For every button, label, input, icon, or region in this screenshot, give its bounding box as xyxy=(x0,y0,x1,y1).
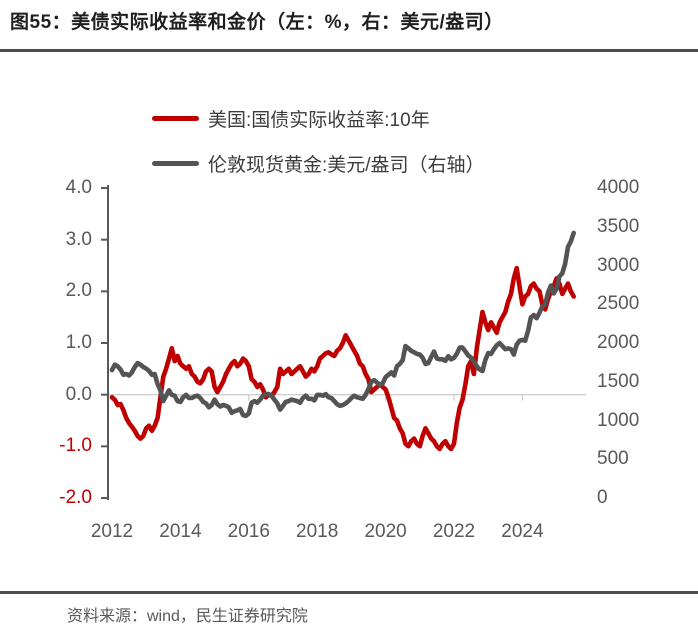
left-axis-tick-label: 4.0 xyxy=(65,177,92,198)
x-axis-tick-label: 2016 xyxy=(227,521,270,542)
footer-divider xyxy=(0,591,698,594)
right-axis-tick-label: 500 xyxy=(597,448,629,470)
right-axis-tick-label: 1500 xyxy=(597,370,640,392)
x-axis-tick-label: 2014 xyxy=(159,521,202,542)
left-axis-tick-label: -2.0 xyxy=(59,487,92,508)
right-axis-tick-label: 4000 xyxy=(597,177,640,198)
left-axis-tick-label: -1.0 xyxy=(59,435,92,457)
right-axis-tick-label: 3000 xyxy=(597,254,640,276)
x-axis-tick-label: 2018 xyxy=(296,521,339,542)
legend-item-gold: 伦敦现货黄金:美元/盎司（右轴） xyxy=(152,151,485,176)
x-axis-tick-label: 2024 xyxy=(501,521,544,542)
legend-label-real-yield: 美国:国债实际收益率:10年 xyxy=(208,109,430,131)
legend-swatch-real-yield xyxy=(152,115,199,121)
real-yield-line xyxy=(109,265,577,452)
right-axis-tick-label: 2500 xyxy=(597,293,640,315)
title-divider xyxy=(0,49,698,52)
left-axis-tick-label: 0.0 xyxy=(65,383,92,405)
legend-label-gold: 伦敦现货黄金:美元/盎司（右轴） xyxy=(208,154,485,176)
left-axis-tick-label: 2.0 xyxy=(65,280,92,302)
right-axis-tick-label: 3500 xyxy=(597,215,640,237)
chart-title: 图55：美债实际收益率和金价（左：%，右：美元/盎司） xyxy=(10,12,504,33)
x-axis-tick-label: 2012 xyxy=(90,521,134,542)
gold-price-line xyxy=(109,230,577,419)
right-axis-tick-label: 2000 xyxy=(597,332,640,353)
right-axis-tick-label: 0 xyxy=(597,487,608,508)
x-axis-tick-label: 2020 xyxy=(364,521,407,542)
left-axis-tick-label: 1.0 xyxy=(65,332,92,353)
right-axis-tick-label: 1000 xyxy=(597,409,640,431)
x-axis-tick-label: 2022 xyxy=(432,521,476,542)
legend-swatch-gold xyxy=(152,160,199,166)
source-note: 资料来源：wind，民生证券研究院 xyxy=(67,608,308,625)
left-axis-tick-label: 3.0 xyxy=(65,228,92,250)
legend-item-real-yield: 美国:国债实际收益率:10年 xyxy=(152,106,430,131)
